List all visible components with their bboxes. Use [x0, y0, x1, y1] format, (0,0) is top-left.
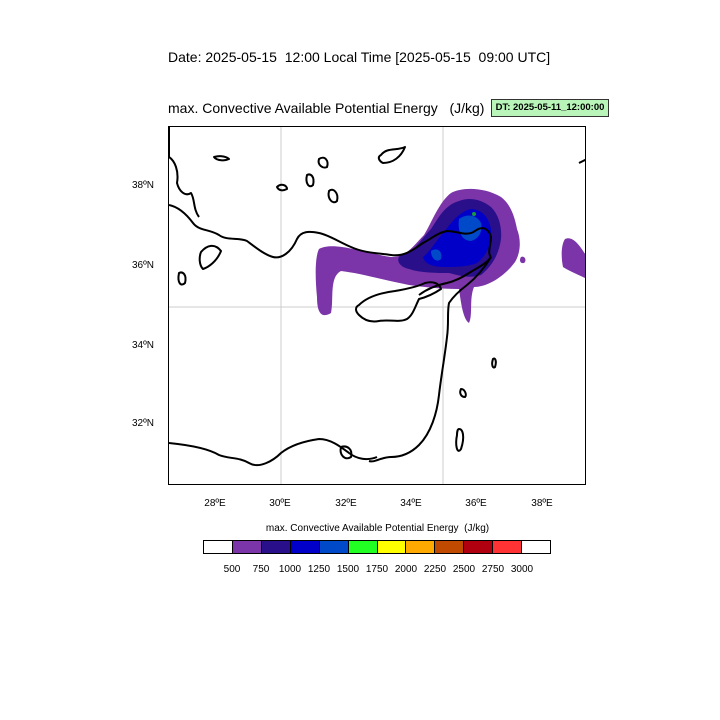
island-a — [213, 155, 230, 162]
lat-label-38n: 38ºN — [132, 180, 154, 191]
island-h — [327, 188, 339, 204]
colorbar-cell-10 — [493, 541, 523, 553]
colorbar-cell-4 — [319, 541, 349, 553]
colorbar-tick-label: 2750 — [481, 564, 505, 575]
lon-label-38e: 38ºE — [531, 498, 553, 509]
colorbar-cell-11 — [522, 541, 551, 553]
colorbar-tick-label: 2000 — [394, 564, 418, 575]
cape-field — [315, 188, 585, 323]
init-time-badge: DT: 2025-05-11_12:00:00 — [491, 99, 609, 117]
lake-a — [455, 428, 465, 452]
colorbar-tick-label: 2500 — [452, 564, 476, 575]
cape-500-east-patch — [561, 238, 585, 279]
nile-delta-lake — [339, 445, 353, 460]
island-d — [177, 271, 187, 286]
coastlines — [169, 127, 585, 467]
page-title: Date: 2025-05-15 12:00 Local Time [2025-… — [168, 49, 551, 65]
colorbar-cell-6 — [377, 541, 407, 553]
cyprus-coast — [355, 281, 442, 323]
lat-label-36n: 36ºN — [132, 260, 154, 271]
colorbar-tick-label: 1250 — [307, 564, 331, 575]
lat-label-32n: 32ºN — [132, 418, 154, 429]
colorbar-cell-8 — [435, 541, 465, 553]
aegean-coast — [169, 127, 200, 218]
map-panel — [168, 126, 586, 485]
colorbar-tick-label: 750 — [252, 564, 270, 575]
colorbar-cell-2 — [261, 541, 291, 553]
cape-1250-region-a — [458, 215, 482, 241]
colorbar-ticks: 500 750 1000 1250 1500 1750 2000 2250 2500 2750 30… — [203, 564, 551, 578]
levant-coast — [368, 256, 492, 463]
border-line — [418, 256, 492, 296]
lon-label-32e: 32ºE — [335, 498, 357, 509]
colorbar — [203, 540, 551, 554]
island-g — [317, 156, 329, 169]
map-canvas — [169, 127, 585, 484]
colorbar-tick-label: 1000 — [278, 564, 302, 575]
africa-coast — [169, 438, 378, 467]
colorbar-cell-0 — [204, 541, 233, 553]
island-e — [305, 173, 315, 188]
colorbar-cell-1 — [232, 541, 262, 553]
cape-1250-region-b — [431, 249, 442, 261]
turkey-coast — [169, 204, 492, 259]
lon-label-34e: 34ºE — [400, 498, 422, 509]
colorbar-title: max. Convective Available Potential Ener… — [265, 523, 490, 534]
lat-label-34n: 34ºN — [132, 340, 154, 351]
island-b — [276, 183, 288, 192]
colorbar-cell-3 — [290, 541, 320, 553]
lake-c — [459, 388, 467, 398]
colorbar-cell-9 — [464, 541, 494, 553]
colorbar-tick-label: 1500 — [336, 564, 360, 575]
field-title: max. Convective Available Potential Ener… — [168, 100, 485, 116]
lake-b — [491, 357, 497, 369]
lon-label-28e: 28ºE — [204, 498, 226, 509]
colorbar-tick-label: 1750 — [365, 564, 389, 575]
cape-1500-point — [472, 212, 476, 216]
colorbar-cell-7 — [406, 541, 436, 553]
cape-500-small-patch — [520, 256, 526, 264]
lon-label-30e: 30ºE — [269, 498, 291, 509]
colorbar-tick-label: 3000 — [510, 564, 534, 575]
colorbar-tick-label: 500 — [223, 564, 241, 575]
colorbar-cell-5 — [348, 541, 378, 553]
lon-label-36e: 36ºE — [465, 498, 487, 509]
east-coast-fragment — [578, 158, 585, 164]
island-f — [377, 146, 406, 164]
graticule — [169, 127, 585, 484]
island-c — [198, 244, 222, 270]
colorbar-tick-label: 2250 — [423, 564, 447, 575]
